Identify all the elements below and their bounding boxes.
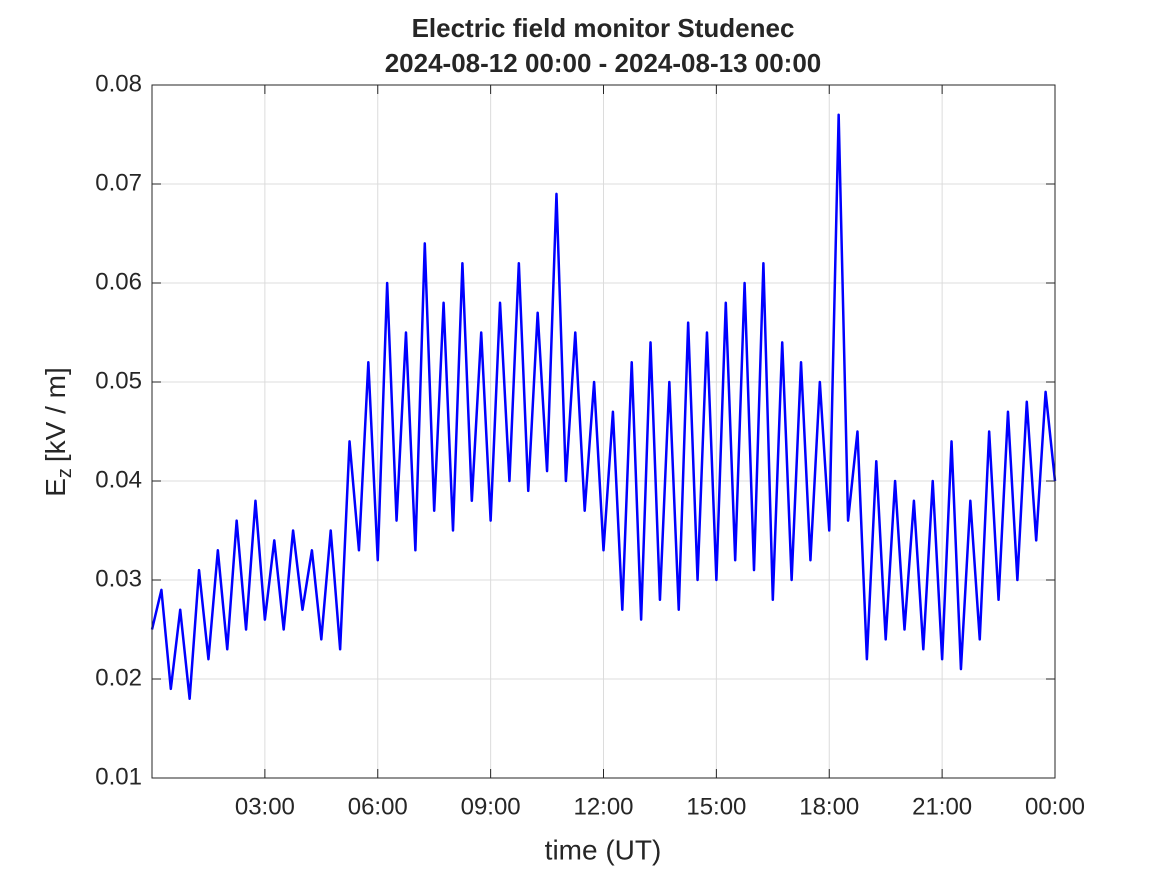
y-label-unit: [kV / m] (40, 367, 71, 462)
y-tick-label: 0.07 (95, 169, 142, 196)
y-tick-label: 0.01 (95, 763, 142, 790)
data-line (150, 113, 1057, 701)
y-tick-label: 0.02 (95, 664, 142, 691)
y-tick-label: 0.03 (95, 565, 142, 592)
y-tick-label: 0.04 (95, 466, 142, 493)
y-label-sub: z (54, 468, 76, 478)
y-tick-label: 0.08 (95, 70, 142, 97)
chart-title: Electric field monitor Studenec (412, 13, 795, 43)
plot-frame (151, 84, 1056, 779)
y-tick-label: 0.06 (95, 268, 142, 295)
x-tick-label: 06:00 (348, 793, 408, 820)
x-tick-label: 18:00 (799, 793, 859, 820)
x-tick-label: 15:00 (686, 793, 746, 820)
x-tick-label: 00:00 (1025, 793, 1085, 820)
x-tick-label: 12:00 (573, 793, 633, 820)
x-tick-label: 09:00 (461, 793, 521, 820)
y-tick-label: 0.05 (95, 367, 142, 394)
chart-subtitle: 2024-08-12 00:00 - 2024-08-13 00:00 (385, 48, 822, 78)
y-label-main: E (40, 478, 71, 497)
y-axis-label: Ez [kV / m] (40, 367, 76, 497)
x-axis-label: time (UT) (545, 834, 662, 865)
x-tick-label: 03:00 (235, 793, 295, 820)
x-tick-label: 21:00 (912, 793, 972, 820)
